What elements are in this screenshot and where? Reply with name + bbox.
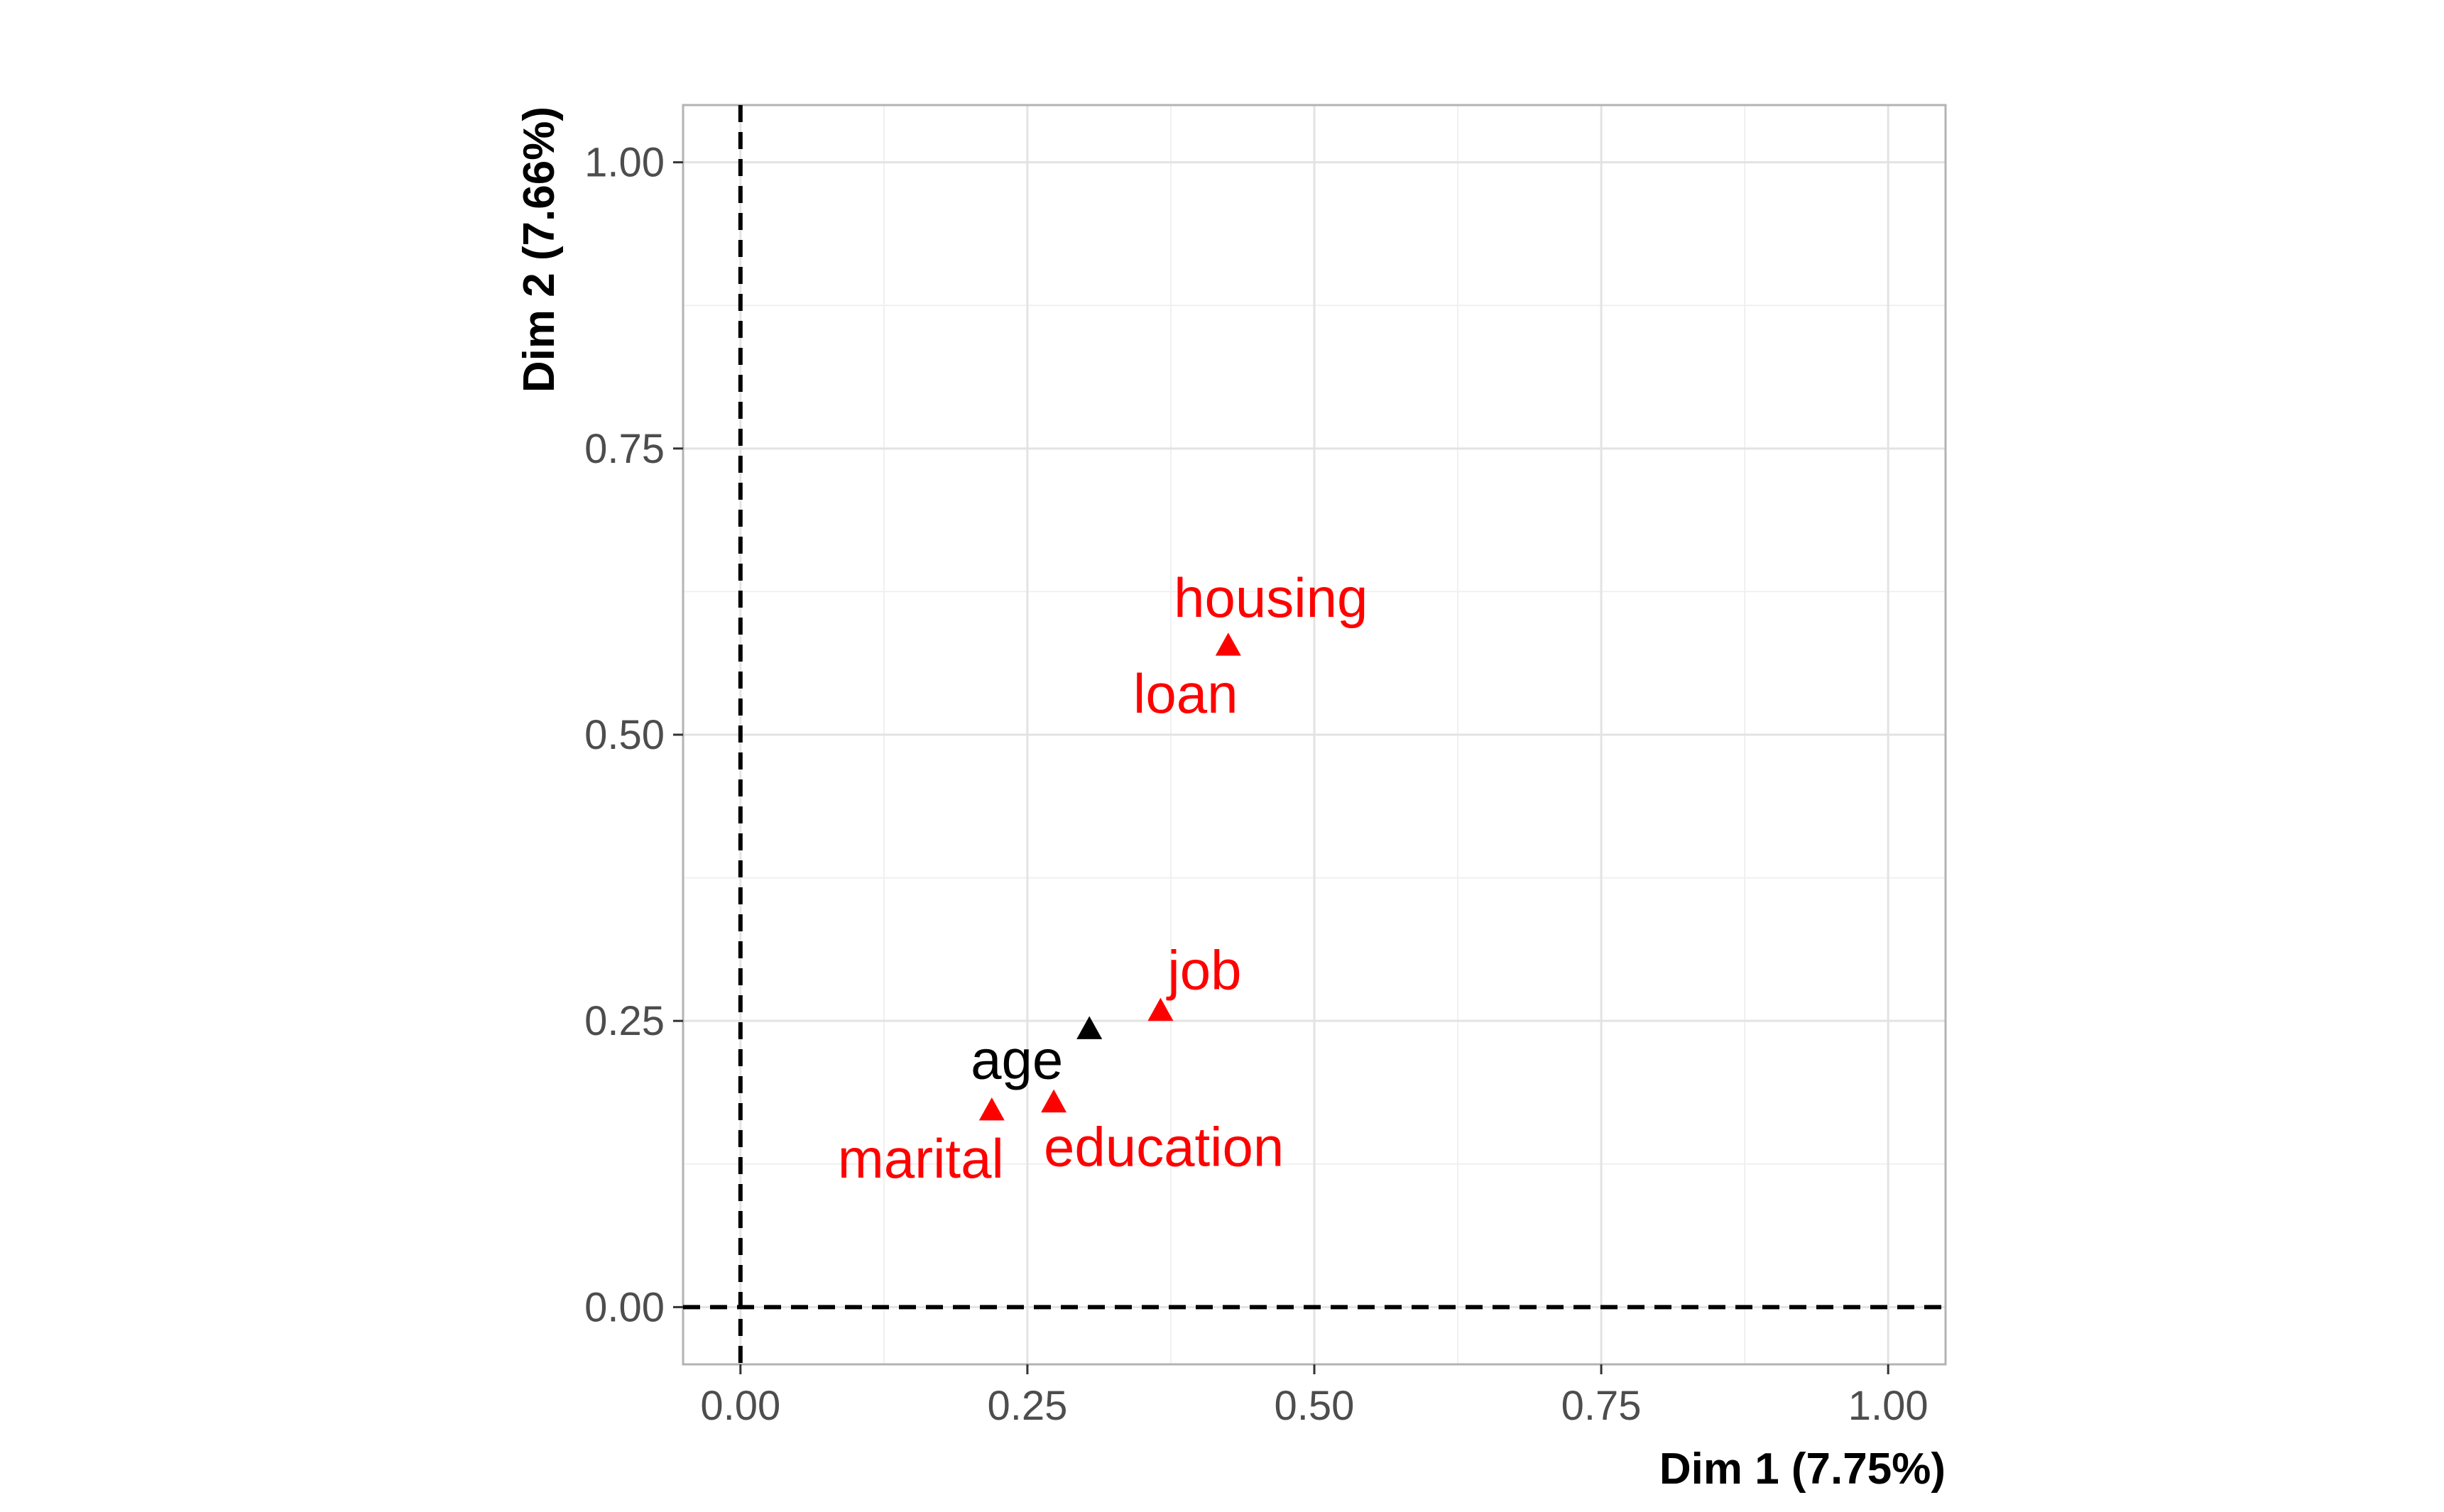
- x-tick-label: 0.25: [987, 1383, 1067, 1429]
- x-tick-label: 0.00: [700, 1383, 780, 1429]
- x-tick-label: 1.00: [1848, 1383, 1929, 1429]
- x-tick-label: 0.75: [1561, 1383, 1642, 1429]
- point-marital: [978, 1097, 1005, 1121]
- x-axis-title: Dim 1 (7.75%): [1659, 1445, 1946, 1494]
- point-education: [1041, 1089, 1067, 1113]
- x-axis-ticks: 0.00 0.25 0.50 0.75 1.00: [700, 1364, 1929, 1429]
- y-tick-label: 0.00: [584, 1284, 665, 1330]
- data-points: [978, 632, 1241, 1121]
- x-tick-label: 0.50: [1275, 1383, 1355, 1429]
- y-tick-label: 0.75: [584, 426, 665, 472]
- label-housing: housing: [1174, 566, 1368, 629]
- y-tick-label: 0.25: [584, 998, 665, 1044]
- label-marital: marital: [838, 1127, 1004, 1190]
- point-job: [1147, 997, 1174, 1021]
- point-age: [1076, 1016, 1103, 1039]
- point-housing: [1215, 632, 1241, 656]
- y-axis-title: Dim 2 (7.66%): [515, 106, 564, 393]
- y-tick-label: 1.00: [584, 140, 665, 186]
- y-axis-ticks: 0.00 0.25 0.50 0.75 1.00: [584, 140, 683, 1330]
- label-age: age: [971, 1028, 1063, 1090]
- point-labels: housing loan job age education marital: [838, 566, 1368, 1190]
- label-loan: loan: [1133, 662, 1238, 725]
- label-job: job: [1166, 939, 1241, 1002]
- reference-lines: [683, 105, 1946, 1364]
- y-tick-label: 0.50: [584, 712, 665, 758]
- label-education: education: [1044, 1116, 1284, 1178]
